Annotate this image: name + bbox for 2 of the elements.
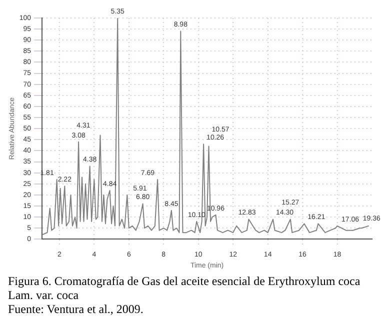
source-note: Fuente: Ventura et al., 2009.: [8, 302, 144, 316]
text: Figura 6. Cromatografía de Gas del aceite esencial de Erythroxylum coca Lam. var. coca: [8, 274, 362, 302]
